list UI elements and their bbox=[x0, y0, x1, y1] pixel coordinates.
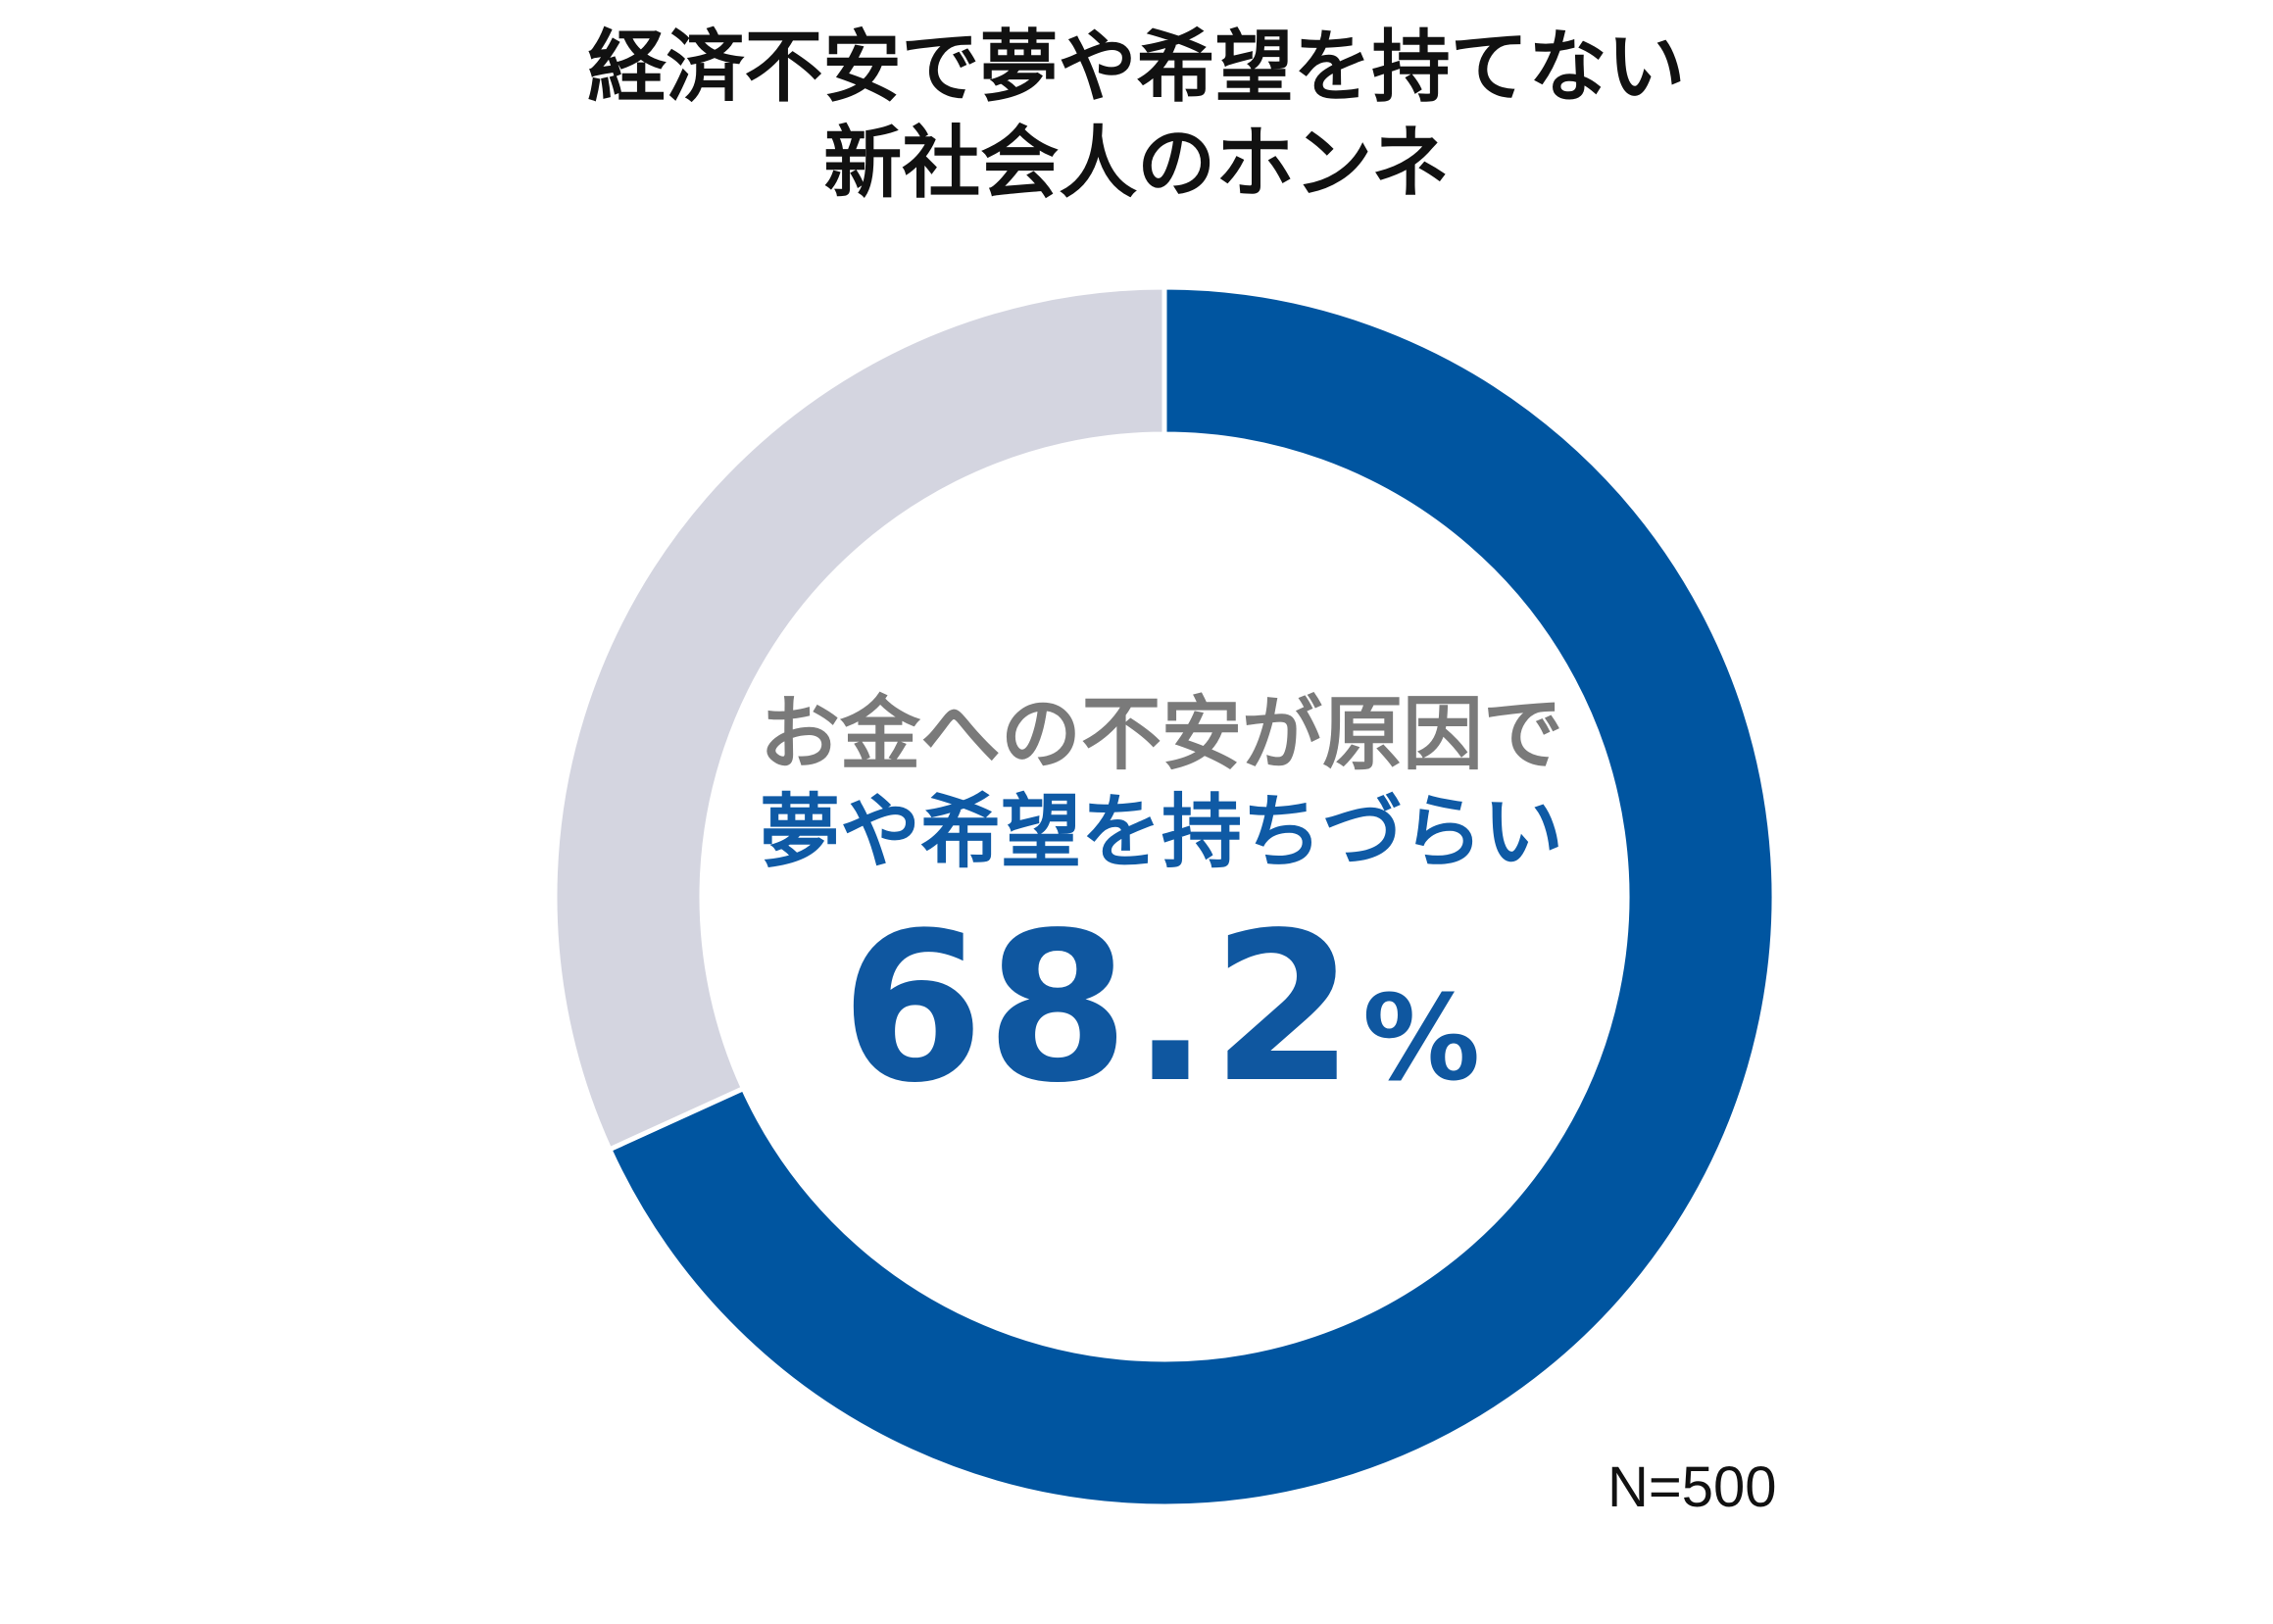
chart-title-line-1: 経済不安で夢や希望を持てない bbox=[587, 22, 1686, 113]
center-value: 68.2% bbox=[549, 896, 1774, 1153]
chart-title-line-2: 新社会人のホンネ bbox=[823, 118, 1450, 209]
center-text-line-1: お金への不安が原因で bbox=[759, 688, 1563, 781]
chart-title: 経済不安で夢や希望を持てない 新社会人のホンネ bbox=[0, 20, 2273, 212]
center-label: お金への不安が原因で 夢や希望を持ちづらい 68.2% bbox=[549, 686, 1774, 1153]
sample-size-label: N=500 bbox=[1607, 1455, 1777, 1519]
center-value-number: 68.2 bbox=[840, 888, 1357, 1128]
center-text-line-2: 夢や希望を持ちづらい bbox=[759, 786, 1563, 879]
donut-slice-1 bbox=[606, 284, 1777, 1509]
center-value-unit: % bbox=[1361, 971, 1483, 1107]
donut-slice-2 bbox=[552, 284, 1167, 1154]
